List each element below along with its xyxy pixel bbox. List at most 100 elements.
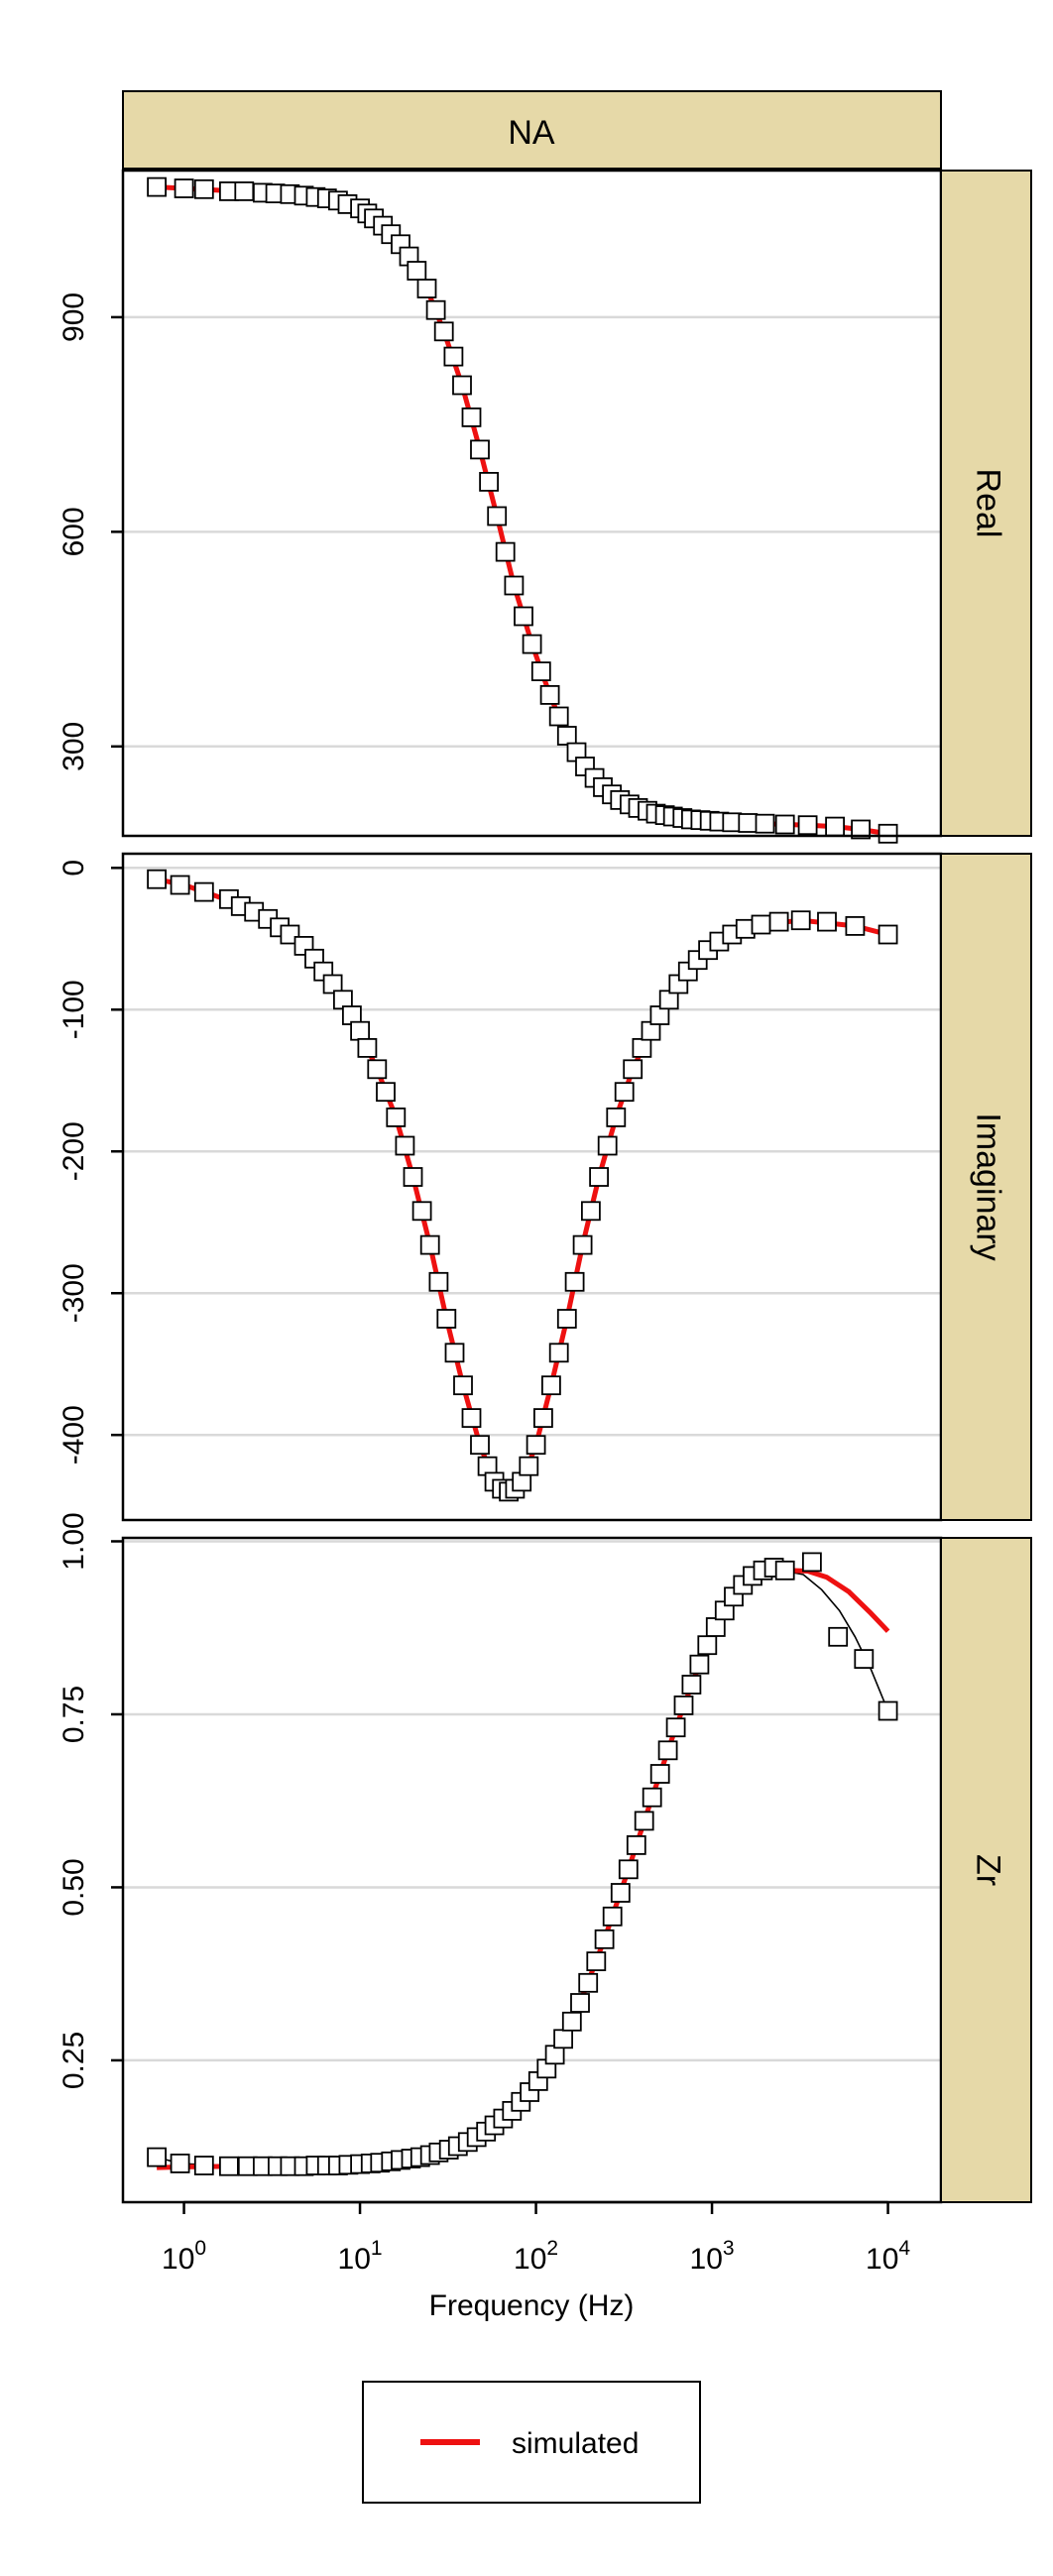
strip-top-box [122,90,942,170]
data-point [461,407,482,427]
data-point [367,1059,388,1080]
y-tick-label: 0.50 [58,1858,90,1916]
y-tick-label: 900 [58,293,90,342]
data-point [751,914,771,935]
data-point [395,1135,415,1156]
y-tick-label: -400 [58,1405,90,1464]
data-point [602,1906,623,1927]
data-point [522,634,542,654]
data-point [614,1082,635,1103]
panels: Real 300 600 900 Imaginary 0 -100 -200 -300 -400 Z… [58,169,1032,2204]
data-point [386,1108,407,1127]
data-point [548,1343,569,1363]
data-point [479,471,500,492]
panel-frame [121,169,943,838]
data-point [461,1408,482,1428]
data-point [470,439,490,460]
data-point [530,661,551,681]
data-point [610,1883,631,1903]
data-point [790,910,811,931]
data-point [419,1234,440,1255]
y-tick-label: 300 [58,722,90,771]
data-point [632,1038,652,1058]
strip-right-label: Imaginary [970,1112,1007,1260]
data-point [443,346,464,367]
data-point [495,541,516,562]
data-point [234,180,255,201]
data-point [433,321,454,342]
data-point [504,575,525,596]
data-point [425,299,446,320]
panel-zr: Zr 0.25 0.50 0.75 1.00 [58,1512,1032,2204]
data-point [768,911,789,932]
data-point [147,176,168,197]
data-point [533,1408,553,1428]
data-point [411,1201,432,1222]
y-tick-label: 0.25 [58,2032,90,2089]
strip-right-label: Real [970,469,1007,538]
data-point [878,924,898,945]
data-point [470,1435,490,1456]
legend-simulated-label: simulated [512,2427,639,2460]
data-point [642,1787,662,1808]
data-point [514,606,533,627]
measured-line [156,1570,889,2167]
data-point [357,1038,378,1058]
data-point [147,869,168,889]
data-point [570,1993,590,2013]
data-point [774,1560,795,1581]
data-point [797,815,818,836]
panel-frame [121,852,943,1522]
data-point [170,2153,190,2173]
data-point [350,1020,371,1041]
data-point [541,1375,561,1396]
data-point [774,814,795,835]
data-point [403,1167,423,1187]
strip-right-label: Zr [970,1854,1007,1886]
strip-right-box [940,1537,1032,2203]
panel-imaginary: Imaginary 0 -100 -200 -300 -400 [58,852,1032,1522]
data-point [623,1059,644,1080]
data-point [526,1435,546,1456]
data-point [548,706,569,727]
x-tick-label: 100 [162,2237,206,2276]
data-point [452,375,472,396]
data-point [586,1951,607,1971]
data-point [436,1309,457,1329]
data-point [193,178,214,199]
data-point [618,1859,639,1880]
data-point [878,823,898,844]
data-point [519,1456,539,1476]
x-tick-label: 103 [690,2237,735,2276]
data-point [539,685,560,705]
data-point [428,1271,449,1292]
data-point [802,1552,822,1573]
data-point [444,1343,465,1363]
data-point [738,813,759,833]
data-point [453,1375,473,1396]
x-tick-label: 104 [866,2237,910,2276]
x-axis: 100 101 102 103 104 [162,2200,910,2276]
y-tick-label: 0.75 [58,1686,90,1743]
data-point [589,1167,609,1187]
data-point [681,1675,702,1695]
y-tick-label: 0 [58,860,90,877]
data-point [665,1717,686,1738]
data-point [657,1740,678,1761]
simulated-line [156,877,889,1494]
data-point [828,1626,849,1647]
data-point [170,875,190,895]
data-point [218,2156,239,2176]
x-tick-label: 102 [514,2237,558,2276]
data-point [626,1835,646,1855]
data-point [487,506,508,527]
y-tick-label: -300 [58,1263,90,1323]
y-tick-label: 600 [58,507,90,556]
data-point [606,1108,627,1127]
data-point [634,1811,654,1831]
data-point [553,2029,573,2049]
data-point [755,813,775,834]
data-point [854,1649,875,1669]
strip-right-box [940,853,1032,1521]
